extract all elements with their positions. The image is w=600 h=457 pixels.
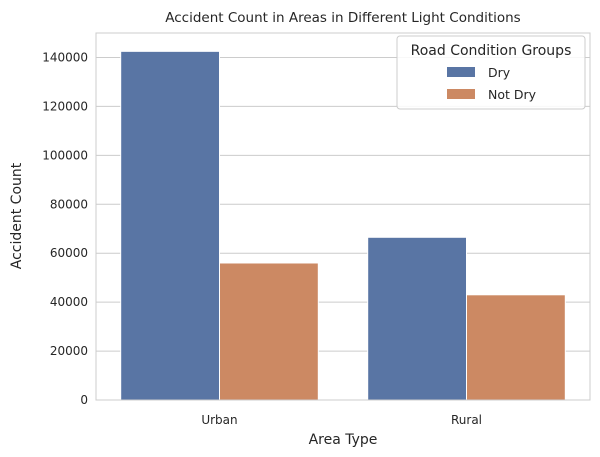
bar-rural-not-dry <box>466 294 566 401</box>
y-axis-label: Accident Count <box>9 162 25 269</box>
y-tick-label: 20000 <box>50 344 88 358</box>
y-tick-label: 80000 <box>50 197 88 211</box>
x-axis-ticks: Urban Rural <box>201 413 482 427</box>
y-tick-label: 140000 <box>42 50 88 64</box>
legend-label-not-dry: Not Dry <box>488 87 537 102</box>
chart-title: Accident Count in Areas in Different Lig… <box>165 10 520 26</box>
legend-box <box>396 35 586 110</box>
bar-urban-not-dry <box>219 262 319 401</box>
bar-urban-dry <box>120 50 220 401</box>
x-axis-label: Area Type <box>309 432 378 448</box>
x-tick-label: Rural <box>451 413 482 427</box>
y-tick-label: 0 <box>80 393 88 407</box>
y-tick-label: 100000 <box>42 148 88 162</box>
y-axis-ticks: 0 20000 40000 60000 80000 100000 120000 140000 <box>42 50 88 407</box>
x-tick-label: Urban <box>201 413 237 427</box>
legend-title: Road Condition Groups <box>411 43 572 59</box>
y-tick-label: 60000 <box>50 246 88 260</box>
legend: Road Condition Groups Dry Not Dry <box>396 35 586 110</box>
bars <box>120 50 566 401</box>
legend-swatch-not-dry <box>447 89 475 99</box>
y-tick-label: 40000 <box>50 295 88 309</box>
y-tick-label: 120000 <box>42 99 88 113</box>
legend-swatch-dry <box>447 67 475 77</box>
legend-label-dry: Dry <box>488 65 511 80</box>
bar-rural-dry <box>367 236 468 401</box>
plot-frame <box>95 32 591 401</box>
